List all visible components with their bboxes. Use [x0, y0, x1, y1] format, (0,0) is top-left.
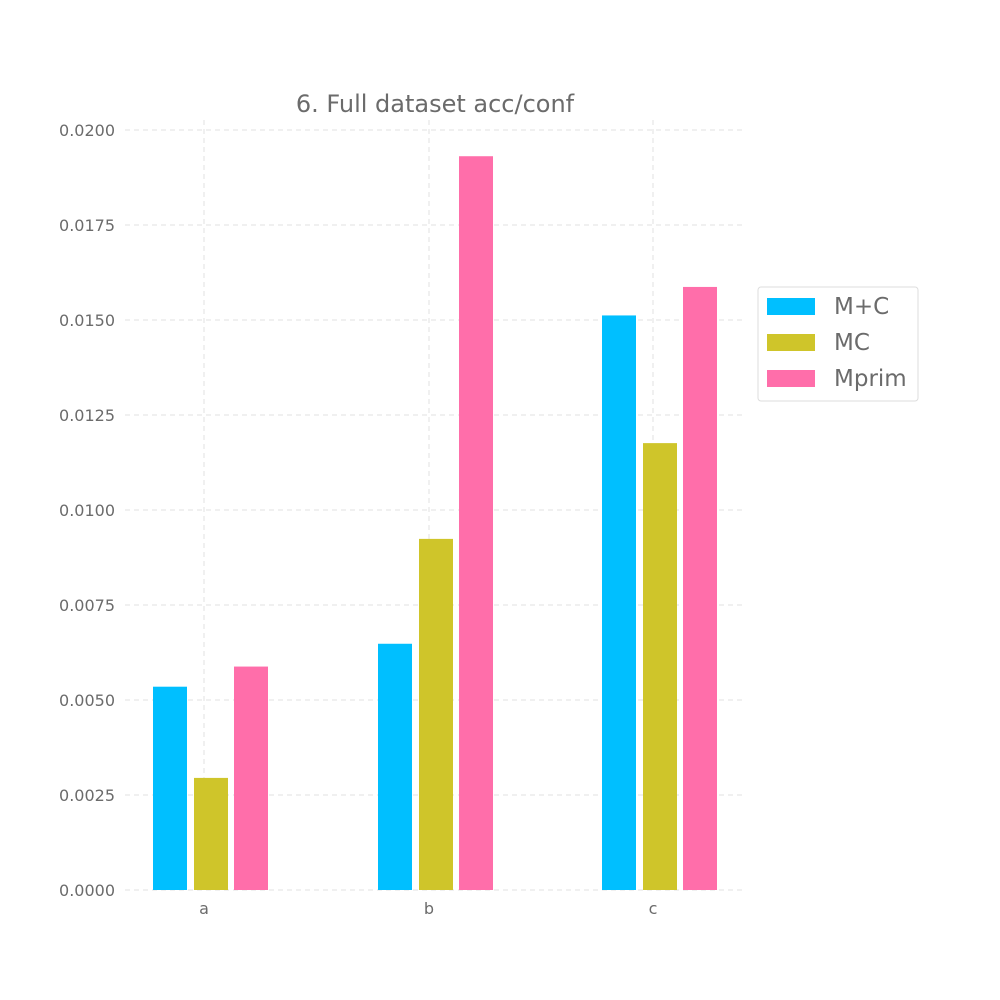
bar-m-c-c [602, 315, 636, 890]
y-tick-label: 0.0150 [59, 311, 115, 330]
bar-mc-b [419, 538, 453, 890]
legend-label: Mprim [834, 366, 907, 392]
y-tick-label: 0.0000 [59, 881, 115, 900]
bar-mc-c [643, 443, 677, 890]
legend-label: MC [834, 330, 870, 356]
y-tick-label: 0.0200 [59, 121, 115, 140]
y-axis-ticks: 0.0000 0.0025 0.0050 0.0075 0.0100 0.0125 0.01… [59, 121, 115, 900]
bar-mprim-a [234, 666, 268, 890]
x-tick-label: c [649, 899, 658, 918]
y-tick-label: 0.0075 [59, 596, 115, 615]
legend-swatch [767, 370, 815, 387]
bar-m-c-a [153, 686, 187, 890]
bar-mprim-b [459, 156, 493, 891]
y-tick-label: 0.0025 [59, 786, 115, 805]
legend-swatch [767, 334, 815, 351]
y-tick-label: 0.0125 [59, 406, 115, 425]
bars [153, 156, 717, 891]
bar-mprim-c [683, 286, 717, 890]
chart-title: 6. Full dataset acc/conf [296, 90, 575, 118]
x-axis-ticks: a b c [199, 899, 657, 918]
y-tick-label: 0.0175 [59, 216, 115, 235]
x-tick-label: a [199, 899, 209, 918]
x-tick-label: b [424, 899, 434, 918]
bar-m-c-b [378, 643, 412, 890]
y-tick-label: 0.0050 [59, 691, 115, 710]
y-tick-label: 0.0100 [59, 501, 115, 520]
legend-label: M+C [834, 294, 889, 320]
legend-swatch [767, 298, 815, 315]
bar-mc-a [194, 777, 228, 890]
legend: M+C MC Mprim [757, 286, 919, 402]
